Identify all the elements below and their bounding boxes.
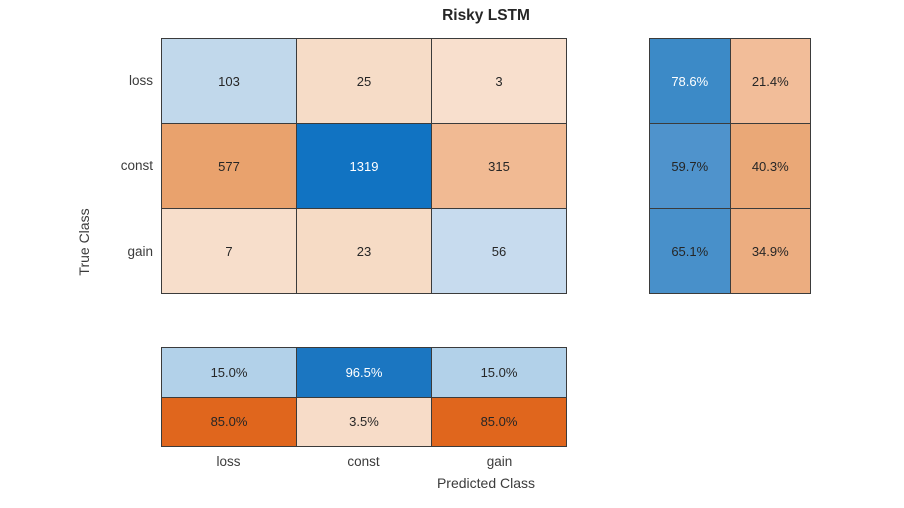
row-summary-cell: 34.9% — [730, 209, 810, 293]
row-summary-cell: 40.3% — [730, 124, 810, 208]
y-tick-loss: loss — [128, 73, 153, 88]
confusion-cell: 103 — [162, 39, 296, 123]
row-summary-grid: 78.6% 21.4% 59.7% 40.3% 65.1% 34.9% — [649, 38, 811, 294]
x-axis-title: Predicted Class — [436, 475, 536, 491]
confusion-cell: 3 — [432, 39, 566, 123]
column-summary-cell: 85.0% — [432, 397, 566, 446]
confusion-cell: 25 — [297, 39, 431, 123]
confusion-cell: 1319 — [297, 124, 431, 208]
row-summary-cell: 21.4% — [730, 39, 810, 123]
row-summary-cell: 65.1% — [650, 209, 730, 293]
column-summary-cell: 85.0% — [162, 397, 296, 446]
confusion-cell: 56 — [432, 209, 566, 293]
column-summary-cell: 96.5% — [297, 348, 431, 397]
row-summary-cell: 78.6% — [650, 39, 730, 123]
x-tick-loss: loss — [216, 454, 241, 469]
y-tick-gain: gain — [127, 244, 153, 259]
y-axis-title: True Class — [76, 208, 92, 276]
column-summary-cell: 15.0% — [432, 348, 566, 397]
confusion-cell: 23 — [297, 209, 431, 293]
column-summary-cell: 3.5% — [297, 397, 431, 446]
chart-title: Risky LSTM — [442, 7, 530, 24]
confusion-cell: 315 — [432, 124, 566, 208]
confusion-cell: 577 — [162, 124, 296, 208]
row-summary-cell: 59.7% — [650, 124, 730, 208]
confusion-cell: 7 — [162, 209, 296, 293]
x-tick-const: const — [347, 454, 380, 469]
column-summary-cell: 15.0% — [162, 348, 296, 397]
y-tick-const: const — [120, 158, 153, 173]
column-summary-grid: 15.0% 96.5% 15.0% 85.0% 3.5% 85.0% — [161, 347, 567, 447]
x-tick-gain: gain — [486, 454, 513, 469]
confusion-matrix-grid: 103 25 3 577 1319 315 7 23 56 — [161, 38, 567, 294]
